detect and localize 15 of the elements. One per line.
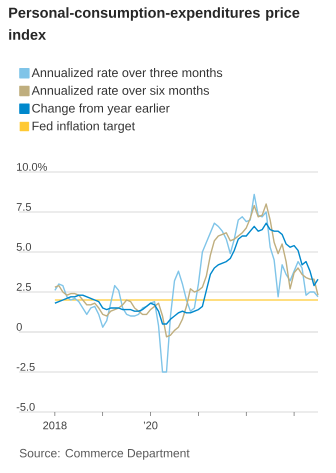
legend-label: Fed inflation target bbox=[32, 121, 136, 133]
source-note: Source: Commerce Department bbox=[20, 448, 190, 460]
legend-label: Annualized rate over six months bbox=[32, 86, 209, 95]
legend-label: Annualized rate over three months bbox=[32, 68, 222, 78]
chart-title: Personal-consumption-expenditures price index bbox=[9, 7, 300, 40]
y-tick-label: 10.0% bbox=[17, 163, 47, 171]
y-tick-label: 2.5 bbox=[16, 283, 32, 291]
y-tick-label: -5.0 bbox=[16, 403, 35, 411]
y-tick-label: 7.5 bbox=[16, 203, 32, 211]
y-tick-label: -2.5 bbox=[16, 363, 35, 371]
x-tick-label: 2018 bbox=[43, 422, 67, 430]
x-tick-label: ’20 bbox=[144, 422, 158, 430]
y-tick-label: 0 bbox=[16, 323, 22, 331]
legend-label: Change from year earlier bbox=[32, 103, 170, 116]
y-tick-label: 5.0 bbox=[16, 243, 32, 251]
